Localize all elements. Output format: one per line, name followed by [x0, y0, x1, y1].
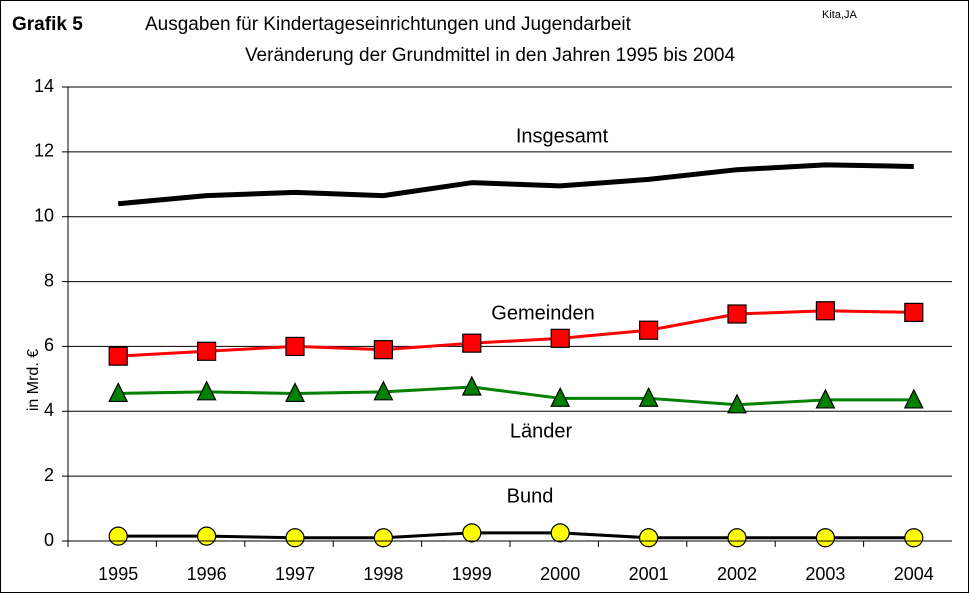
y-axis-label: in Mrd. €	[25, 349, 42, 411]
marker	[815, 301, 836, 321]
marker	[638, 386, 659, 407]
series-label: Bund	[507, 485, 554, 507]
y-tick-label: 10	[34, 205, 54, 225]
marker	[373, 380, 394, 401]
marker	[373, 528, 393, 548]
marker	[638, 528, 659, 548]
y-tick-label: 2	[44, 465, 54, 485]
marker	[815, 388, 836, 409]
marker	[197, 526, 217, 546]
x-tick-label: 2003	[805, 564, 845, 584]
x-tick-label: 2001	[629, 564, 669, 584]
marker	[373, 340, 393, 360]
marker	[727, 528, 747, 548]
y-tick-label: 12	[34, 141, 54, 161]
y-tick-label: 8	[44, 270, 54, 290]
marker	[903, 388, 924, 409]
marker	[638, 320, 659, 340]
series-line	[117, 162, 914, 207]
marker	[285, 336, 305, 357]
marker	[108, 382, 129, 403]
marker	[550, 523, 570, 543]
marker	[550, 386, 571, 407]
chart-label: Grafik 5	[12, 14, 83, 35]
marker	[108, 346, 128, 366]
x-tick-label: 2004	[894, 564, 934, 584]
series-label: Gemeinden	[491, 302, 594, 324]
x-tick-label: 2000	[540, 564, 580, 584]
marker	[904, 528, 924, 548]
y-tick-label: 4	[44, 400, 54, 420]
chart-title: Ausgaben für Kindertageseinrichtungen un…	[145, 14, 632, 35]
y-tick-label: 14	[34, 76, 54, 96]
marker	[196, 380, 217, 401]
marker	[550, 328, 570, 348]
title-superscript: Kita,JA	[822, 9, 858, 21]
series-line	[118, 309, 914, 358]
x-tick-label: 1997	[275, 564, 315, 584]
series-label: Länder	[510, 420, 573, 442]
y-tick-label: 0	[44, 530, 54, 550]
chart-subtitle: Veränderung der Grundmittel in den Jahre…	[245, 45, 736, 66]
marker	[727, 393, 747, 414]
x-tick-label: 1999	[452, 564, 492, 584]
marker	[197, 341, 217, 361]
series-line	[118, 385, 914, 407]
x-tick-label: 2002	[717, 564, 757, 584]
marker	[285, 528, 305, 548]
series-line	[118, 531, 914, 540]
marker	[904, 302, 924, 322]
y-tick-label: 6	[44, 335, 54, 355]
series-label: Insgesamt	[516, 125, 609, 147]
marker	[108, 526, 128, 546]
marker	[462, 333, 482, 353]
x-tick-label: 1995	[98, 564, 138, 584]
marker	[815, 528, 836, 548]
marker	[462, 523, 482, 543]
x-tick-label: 1998	[363, 564, 403, 584]
marker	[461, 375, 482, 396]
x-tick-label: 1996	[187, 564, 227, 584]
marker	[285, 382, 305, 403]
marker	[727, 304, 747, 324]
